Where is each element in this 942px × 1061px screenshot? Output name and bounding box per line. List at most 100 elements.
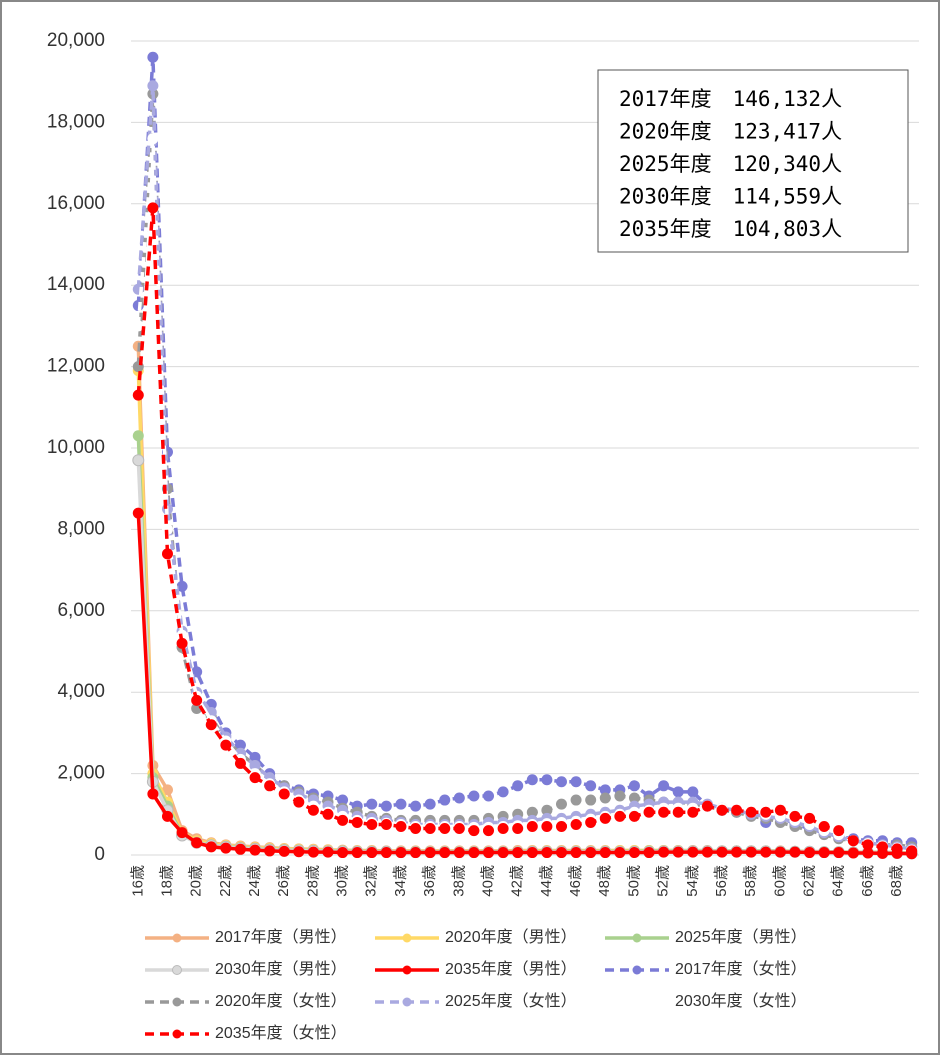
point — [176, 637, 188, 649]
point — [249, 751, 261, 763]
x-tick-label: 16歳 — [129, 865, 146, 897]
point — [570, 794, 582, 806]
point — [672, 786, 684, 798]
x-tick-label: 20歳 — [188, 865, 205, 897]
point — [512, 847, 524, 859]
point — [424, 798, 436, 810]
annotations: 2017年度 146,132人 2020年度 123,417人 2025年度 120… — [619, 87, 842, 241]
point — [833, 847, 845, 859]
annotation: 2035年度 104,803人 — [619, 217, 842, 241]
point — [161, 523, 173, 535]
y-tick-label: 8,000 — [57, 518, 105, 539]
point — [147, 788, 159, 800]
grid: 0 2,000 4,000 6,000 8,000 10,000 12,000 14,000 1… — [47, 30, 919, 897]
point — [555, 821, 567, 833]
point — [541, 847, 553, 859]
point — [453, 847, 465, 859]
point — [585, 780, 597, 792]
point — [278, 845, 290, 857]
point — [891, 843, 903, 855]
x-tick-label: 24歳 — [246, 865, 263, 897]
point — [687, 846, 699, 858]
x-tick-label: 58歳 — [742, 865, 759, 897]
point — [176, 580, 188, 592]
x-tick-label: 38歳 — [450, 865, 467, 897]
point — [424, 847, 436, 859]
y-tick-label: 14,000 — [47, 274, 105, 295]
legend-label: 2020年度（女性） — [215, 991, 347, 1010]
point — [366, 818, 378, 830]
legend-label: 2020年度（男性） — [445, 928, 577, 946]
x-tick-label: 18歳 — [158, 865, 175, 897]
x-tick-label: 30歳 — [334, 865, 351, 897]
point — [410, 800, 422, 812]
x-tick-label: 32歳 — [363, 865, 380, 897]
point — [366, 798, 378, 810]
legend-marker — [172, 933, 182, 943]
y-tick-label: 10,000 — [47, 437, 105, 458]
point — [161, 810, 173, 822]
point — [628, 810, 640, 822]
point — [234, 739, 246, 751]
legend-label: 2030年度（男性） — [215, 960, 347, 978]
legend-marker — [172, 997, 182, 1007]
point — [147, 80, 159, 92]
point — [191, 702, 203, 714]
point — [293, 846, 305, 858]
point — [497, 786, 509, 798]
point — [862, 839, 874, 851]
point — [599, 812, 611, 824]
point — [337, 794, 349, 806]
legend-marker — [632, 965, 642, 975]
legend-marker — [172, 965, 182, 975]
y-tick-label: 0 — [94, 844, 105, 865]
point — [658, 806, 670, 818]
x-tick-label: 34歳 — [392, 865, 409, 897]
point — [701, 846, 713, 858]
legend-marker — [402, 933, 412, 943]
point — [658, 780, 670, 792]
point — [672, 806, 684, 818]
point — [191, 694, 203, 706]
y-tick-label: 4,000 — [57, 681, 105, 702]
point — [351, 847, 363, 859]
point — [220, 739, 232, 751]
x-tick-label: 26歳 — [275, 865, 292, 897]
point — [541, 804, 553, 816]
point — [818, 847, 830, 859]
x-tick-label: 44歳 — [538, 865, 555, 897]
x-tick-label: 48歳 — [596, 865, 613, 897]
legend-label: 2035年度（女性） — [215, 1023, 347, 1042]
annotation: 2017年度 146,132人 — [619, 87, 842, 111]
point — [176, 827, 188, 839]
annotation: 2025年度 120,340人 — [619, 152, 842, 176]
point — [672, 846, 684, 858]
point — [847, 847, 859, 859]
point — [234, 843, 246, 855]
point — [161, 784, 173, 796]
point — [628, 792, 640, 804]
point — [599, 847, 611, 859]
point — [512, 823, 524, 835]
point — [395, 847, 407, 859]
point — [395, 821, 407, 833]
point — [483, 847, 495, 859]
point — [366, 847, 378, 859]
point — [497, 823, 509, 835]
point — [570, 776, 582, 788]
point — [745, 846, 757, 858]
legend-marker — [632, 997, 642, 1007]
point — [205, 841, 217, 853]
point — [614, 847, 626, 859]
annotation: 2030年度 114,559人 — [619, 185, 842, 209]
point — [541, 774, 553, 786]
point — [249, 772, 261, 784]
point — [132, 389, 144, 401]
x-tick-label: 52歳 — [655, 865, 672, 897]
legend-marker — [632, 933, 642, 943]
point — [468, 825, 480, 837]
legend-label: 2035年度（男性） — [445, 960, 577, 978]
point — [132, 454, 145, 467]
point — [804, 812, 816, 824]
